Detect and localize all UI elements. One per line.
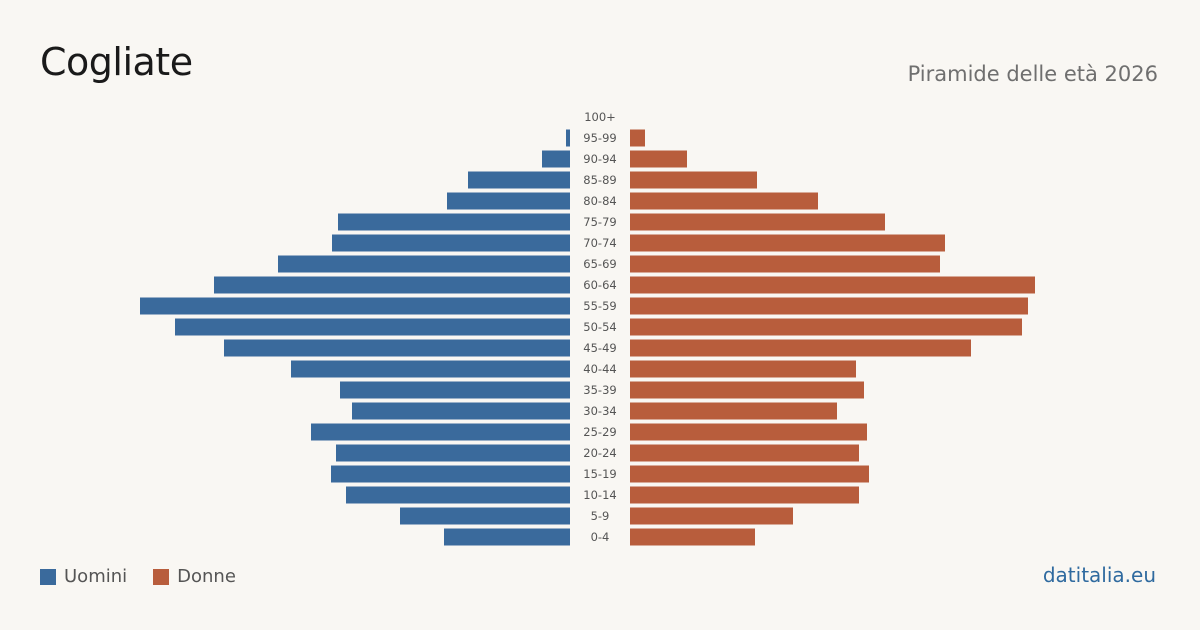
- legend: Uomini Donne: [40, 566, 262, 587]
- bar-men-90-94: [542, 150, 570, 168]
- bar-men-30-34: [352, 402, 570, 420]
- bar-women-70-74: [630, 234, 945, 252]
- legend-label-men: Uomini: [64, 566, 128, 587]
- legend-swatch-women: [153, 568, 170, 585]
- bar-women-5-9: [630, 507, 793, 525]
- bar-men-40-44: [291, 360, 570, 378]
- bar-women-10-14: [630, 486, 859, 504]
- bar-men-80-84: [447, 192, 570, 210]
- bar-women-55-59: [630, 297, 1028, 315]
- page-title: Cogliate: [40, 40, 193, 84]
- bar-women-0-4: [630, 528, 755, 546]
- bar-women-75-79: [630, 213, 885, 231]
- legend-swatch-men: [40, 568, 56, 585]
- age-label-55-59: 55-59: [583, 299, 616, 313]
- bar-women-90-94: [630, 150, 687, 168]
- bar-women-50-54: [630, 318, 1022, 336]
- age-label-45-49: 45-49: [583, 341, 616, 355]
- age-label-25-29: 25-29: [583, 425, 616, 439]
- age-label-5-9: 5-9: [591, 509, 610, 523]
- age-label-65-69: 65-69: [583, 257, 616, 271]
- bar-women-80-84: [630, 192, 818, 210]
- legend-item-men: Uomini: [40, 566, 127, 587]
- age-label-40-44: 40-44: [583, 362, 616, 376]
- bar-women-65-69: [630, 255, 940, 273]
- age-label-15-19: 15-19: [583, 467, 616, 481]
- bar-women-95-99: [630, 129, 645, 147]
- chart-subtitle: Piramide delle età 2026: [907, 62, 1158, 86]
- legend-item-women: Donne: [153, 566, 236, 587]
- legend-label-women: Donne: [177, 566, 236, 587]
- bar-men-95-99: [566, 129, 570, 147]
- age-label-90-94: 90-94: [583, 152, 616, 166]
- age-label-20-24: 20-24: [583, 446, 616, 460]
- bar-men-25-29: [311, 423, 570, 441]
- bar-men-45-49: [224, 339, 570, 357]
- age-label-30-34: 30-34: [583, 404, 616, 418]
- bar-men-60-64: [214, 276, 570, 294]
- source-link[interactable]: datitalia.eu: [1042, 563, 1156, 587]
- bar-women-20-24: [630, 444, 859, 462]
- age-label-35-39: 35-39: [583, 383, 616, 397]
- age-label-0-4: 0-4: [591, 530, 610, 544]
- age-label-10-14: 10-14: [583, 488, 616, 502]
- bar-men-15-19: [331, 465, 570, 483]
- bar-men-10-14: [346, 486, 570, 504]
- bar-men-35-39: [340, 381, 570, 399]
- age-label-100plus: 100+: [584, 110, 616, 124]
- bar-women-85-89: [630, 171, 757, 189]
- age-label-70-74: 70-74: [583, 236, 616, 250]
- age-label-75-79: 75-79: [583, 215, 616, 229]
- bar-women-25-29: [630, 423, 867, 441]
- bar-men-65-69: [278, 255, 570, 273]
- bar-men-20-24: [336, 444, 570, 462]
- age-label-80-84: 80-84: [583, 194, 616, 208]
- bar-women-60-64: [630, 276, 1035, 294]
- age-label-85-89: 85-89: [583, 173, 616, 187]
- bar-men-50-54: [175, 318, 570, 336]
- bar-women-30-34: [630, 402, 837, 420]
- age-label-95-99: 95-99: [583, 131, 616, 145]
- bar-women-40-44: [630, 360, 856, 378]
- bar-men-75-79: [338, 213, 570, 231]
- bar-men-0-4: [444, 528, 570, 546]
- bar-women-45-49: [630, 339, 971, 357]
- bar-women-15-19: [630, 465, 869, 483]
- age-label-50-54: 50-54: [583, 320, 616, 334]
- bar-men-70-74: [332, 234, 570, 252]
- age-label-60-64: 60-64: [583, 278, 616, 292]
- bar-men-55-59: [140, 297, 570, 315]
- bar-men-5-9: [400, 507, 570, 525]
- bar-women-35-39: [630, 381, 864, 399]
- bar-men-85-89: [468, 171, 570, 189]
